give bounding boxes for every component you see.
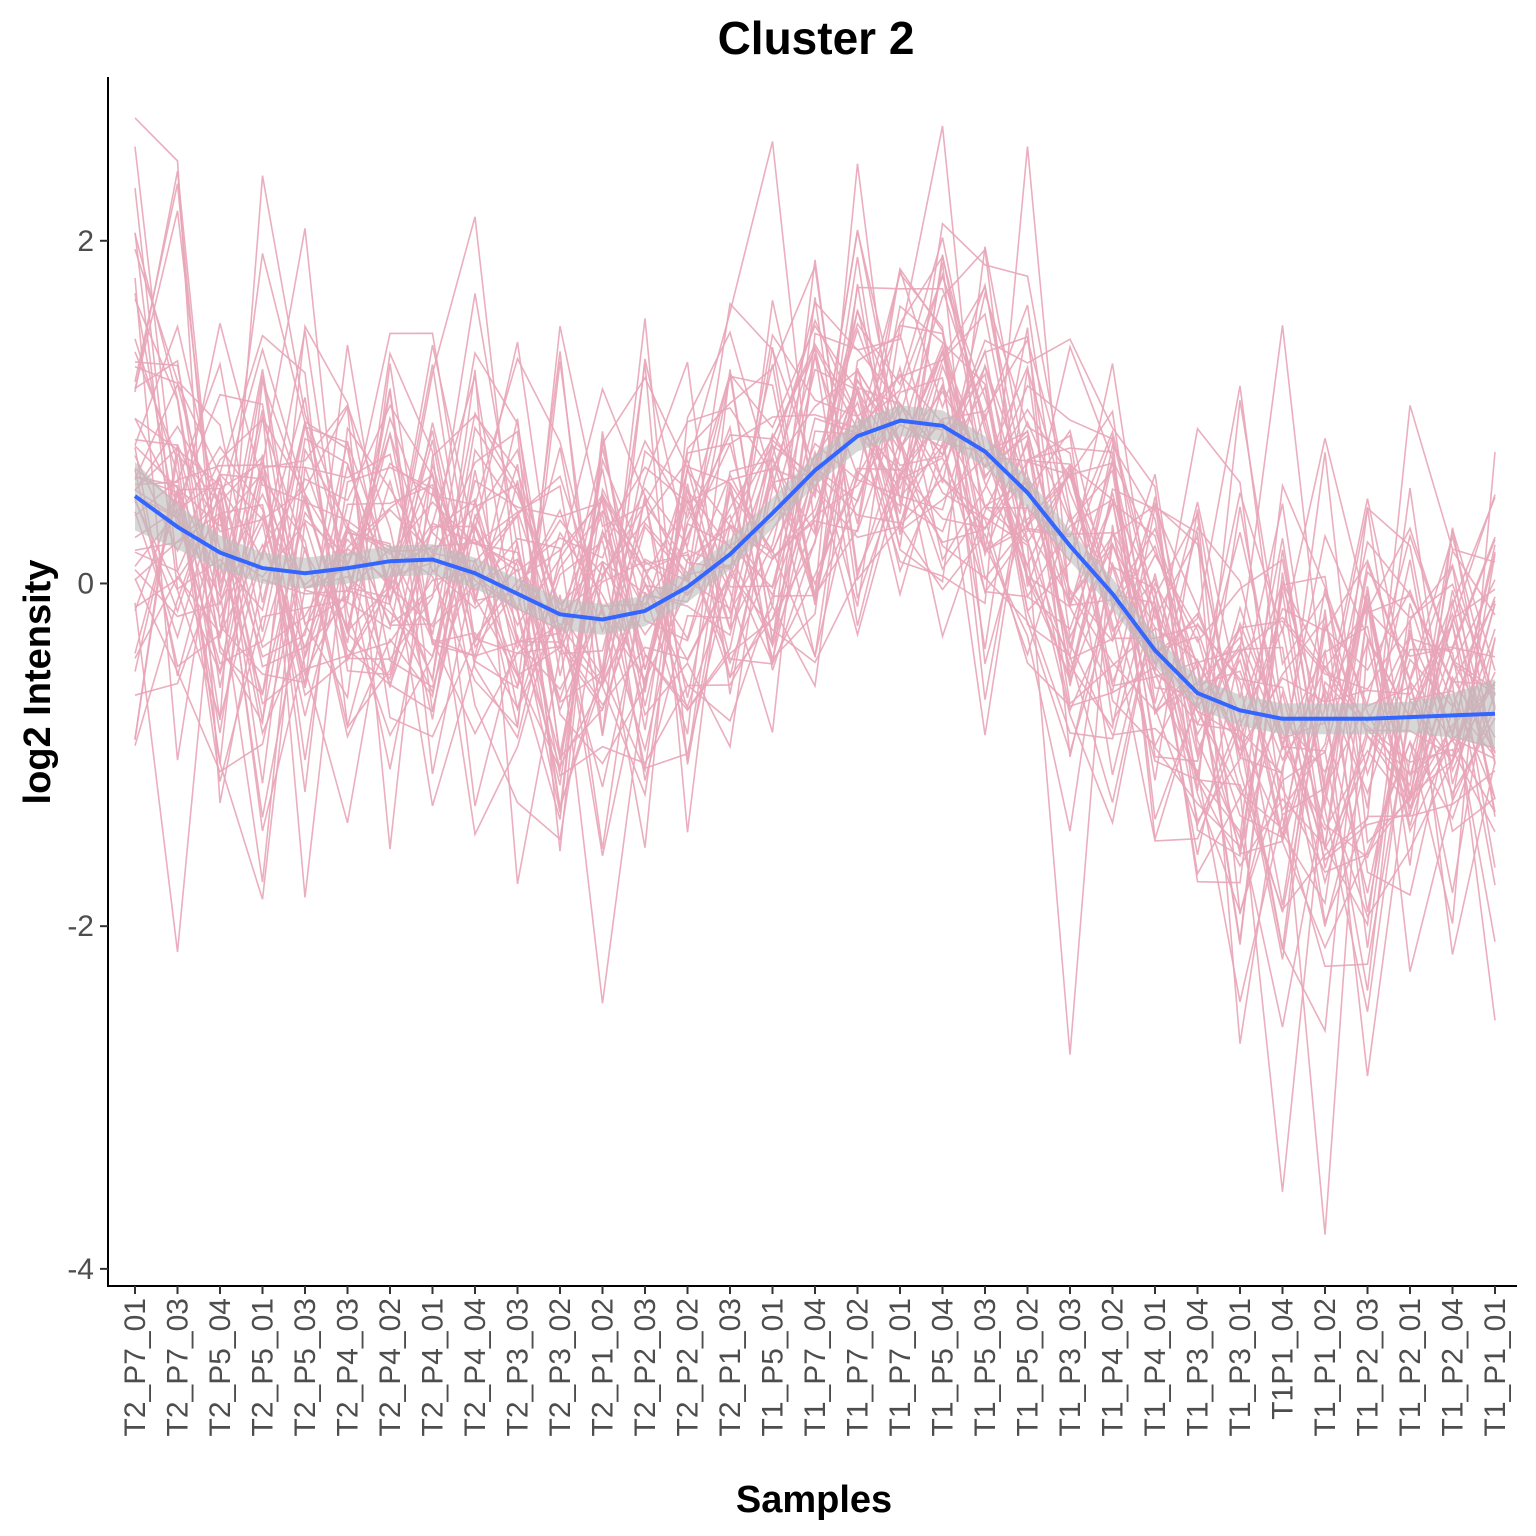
- x-tick-label: T1P1_04: [1267, 1298, 1300, 1420]
- profile-line: [134, 188, 1496, 832]
- x-tick-label: T2_P4_02: [374, 1298, 407, 1436]
- x-tick-label: T2_P5_03: [289, 1298, 322, 1436]
- x-tick-label: T1_P3_03: [1054, 1298, 1087, 1436]
- y-tick-label: 2: [77, 225, 94, 258]
- profile-line: [134, 170, 1496, 906]
- x-tick-label: T2_P1_02: [587, 1298, 620, 1436]
- x-axis-title: Samples: [736, 1479, 892, 1521]
- x-axis-ticks: T2_P7_01 T2_P7_03 T2_P5_04 T2_P5_01 T2_P5_03…: [119, 1286, 1512, 1436]
- x-tick-label: T2_P4_01: [417, 1298, 450, 1436]
- y-axis-ticks: 2 0 -2 -4: [67, 225, 108, 1286]
- x-tick-label: T1_P3_04: [1182, 1298, 1215, 1436]
- x-tick-label: T2_P2_02: [672, 1298, 705, 1436]
- x-tick-label: T2_P7_03: [162, 1298, 195, 1436]
- x-tick-label: T1_P2_01: [1394, 1298, 1427, 1436]
- chart-title: Cluster 2: [718, 12, 915, 64]
- x-tick-label: T1_P5_01: [757, 1298, 790, 1436]
- x-tick-label: T2_P5_04: [204, 1298, 237, 1436]
- x-tick-label: T1_P5_02: [1012, 1298, 1045, 1436]
- x-tick-label: T2_P4_03: [332, 1298, 365, 1436]
- x-tick-label: T2_P4_04: [459, 1298, 492, 1436]
- x-tick-label: T2_P5_01: [247, 1298, 280, 1436]
- x-tick-label: T2_P3_02: [544, 1298, 577, 1436]
- x-tick-label: T2_P3_03: [502, 1298, 535, 1436]
- profile-line: [134, 269, 1496, 1192]
- x-tick-label: T1_P2_03: [1352, 1298, 1385, 1436]
- x-tick-label: T1_P4_02: [1097, 1298, 1130, 1436]
- x-tick-label: T2_P2_03: [629, 1298, 662, 1436]
- profile-lines: [134, 117, 1496, 1235]
- x-tick-label: T1_P5_03: [969, 1298, 1002, 1436]
- x-tick-label: T1_P5_04: [927, 1298, 960, 1436]
- x-tick-label: T1_P4_01: [1139, 1298, 1172, 1436]
- profile-line: [134, 367, 1496, 912]
- x-tick-label: T1_P7_04: [799, 1298, 832, 1436]
- profile-line: [134, 364, 1496, 840]
- x-tick-label: T1_P7_01: [884, 1298, 917, 1436]
- profile-line: [134, 232, 1496, 1034]
- profile-line: [134, 323, 1496, 818]
- x-tick-label: T2_P7_01: [119, 1298, 152, 1436]
- y-tick-label: -4: [67, 1253, 94, 1286]
- profile-line: [134, 247, 1496, 810]
- trend-confidence-ribbon: [135, 405, 1495, 748]
- profile-line: [134, 338, 1496, 858]
- y-tick-label: 0: [77, 567, 94, 600]
- x-tick-label: T1_P1_02: [1309, 1298, 1342, 1436]
- x-tick-label: T1_P1_01: [1479, 1298, 1512, 1436]
- x-tick-label: T1_P2_04: [1437, 1298, 1470, 1436]
- y-axis-title: log2 Intensity: [17, 560, 59, 805]
- x-tick-label: T1_P7_02: [842, 1298, 875, 1436]
- profile-line: [134, 146, 1496, 886]
- trend-line: [133, 418, 1496, 721]
- profile-line: [134, 286, 1496, 991]
- x-tick-label: T2_P1_03: [714, 1298, 747, 1436]
- x-tick-label: T1_P3_01: [1224, 1298, 1257, 1436]
- y-tick-label: -2: [67, 910, 94, 943]
